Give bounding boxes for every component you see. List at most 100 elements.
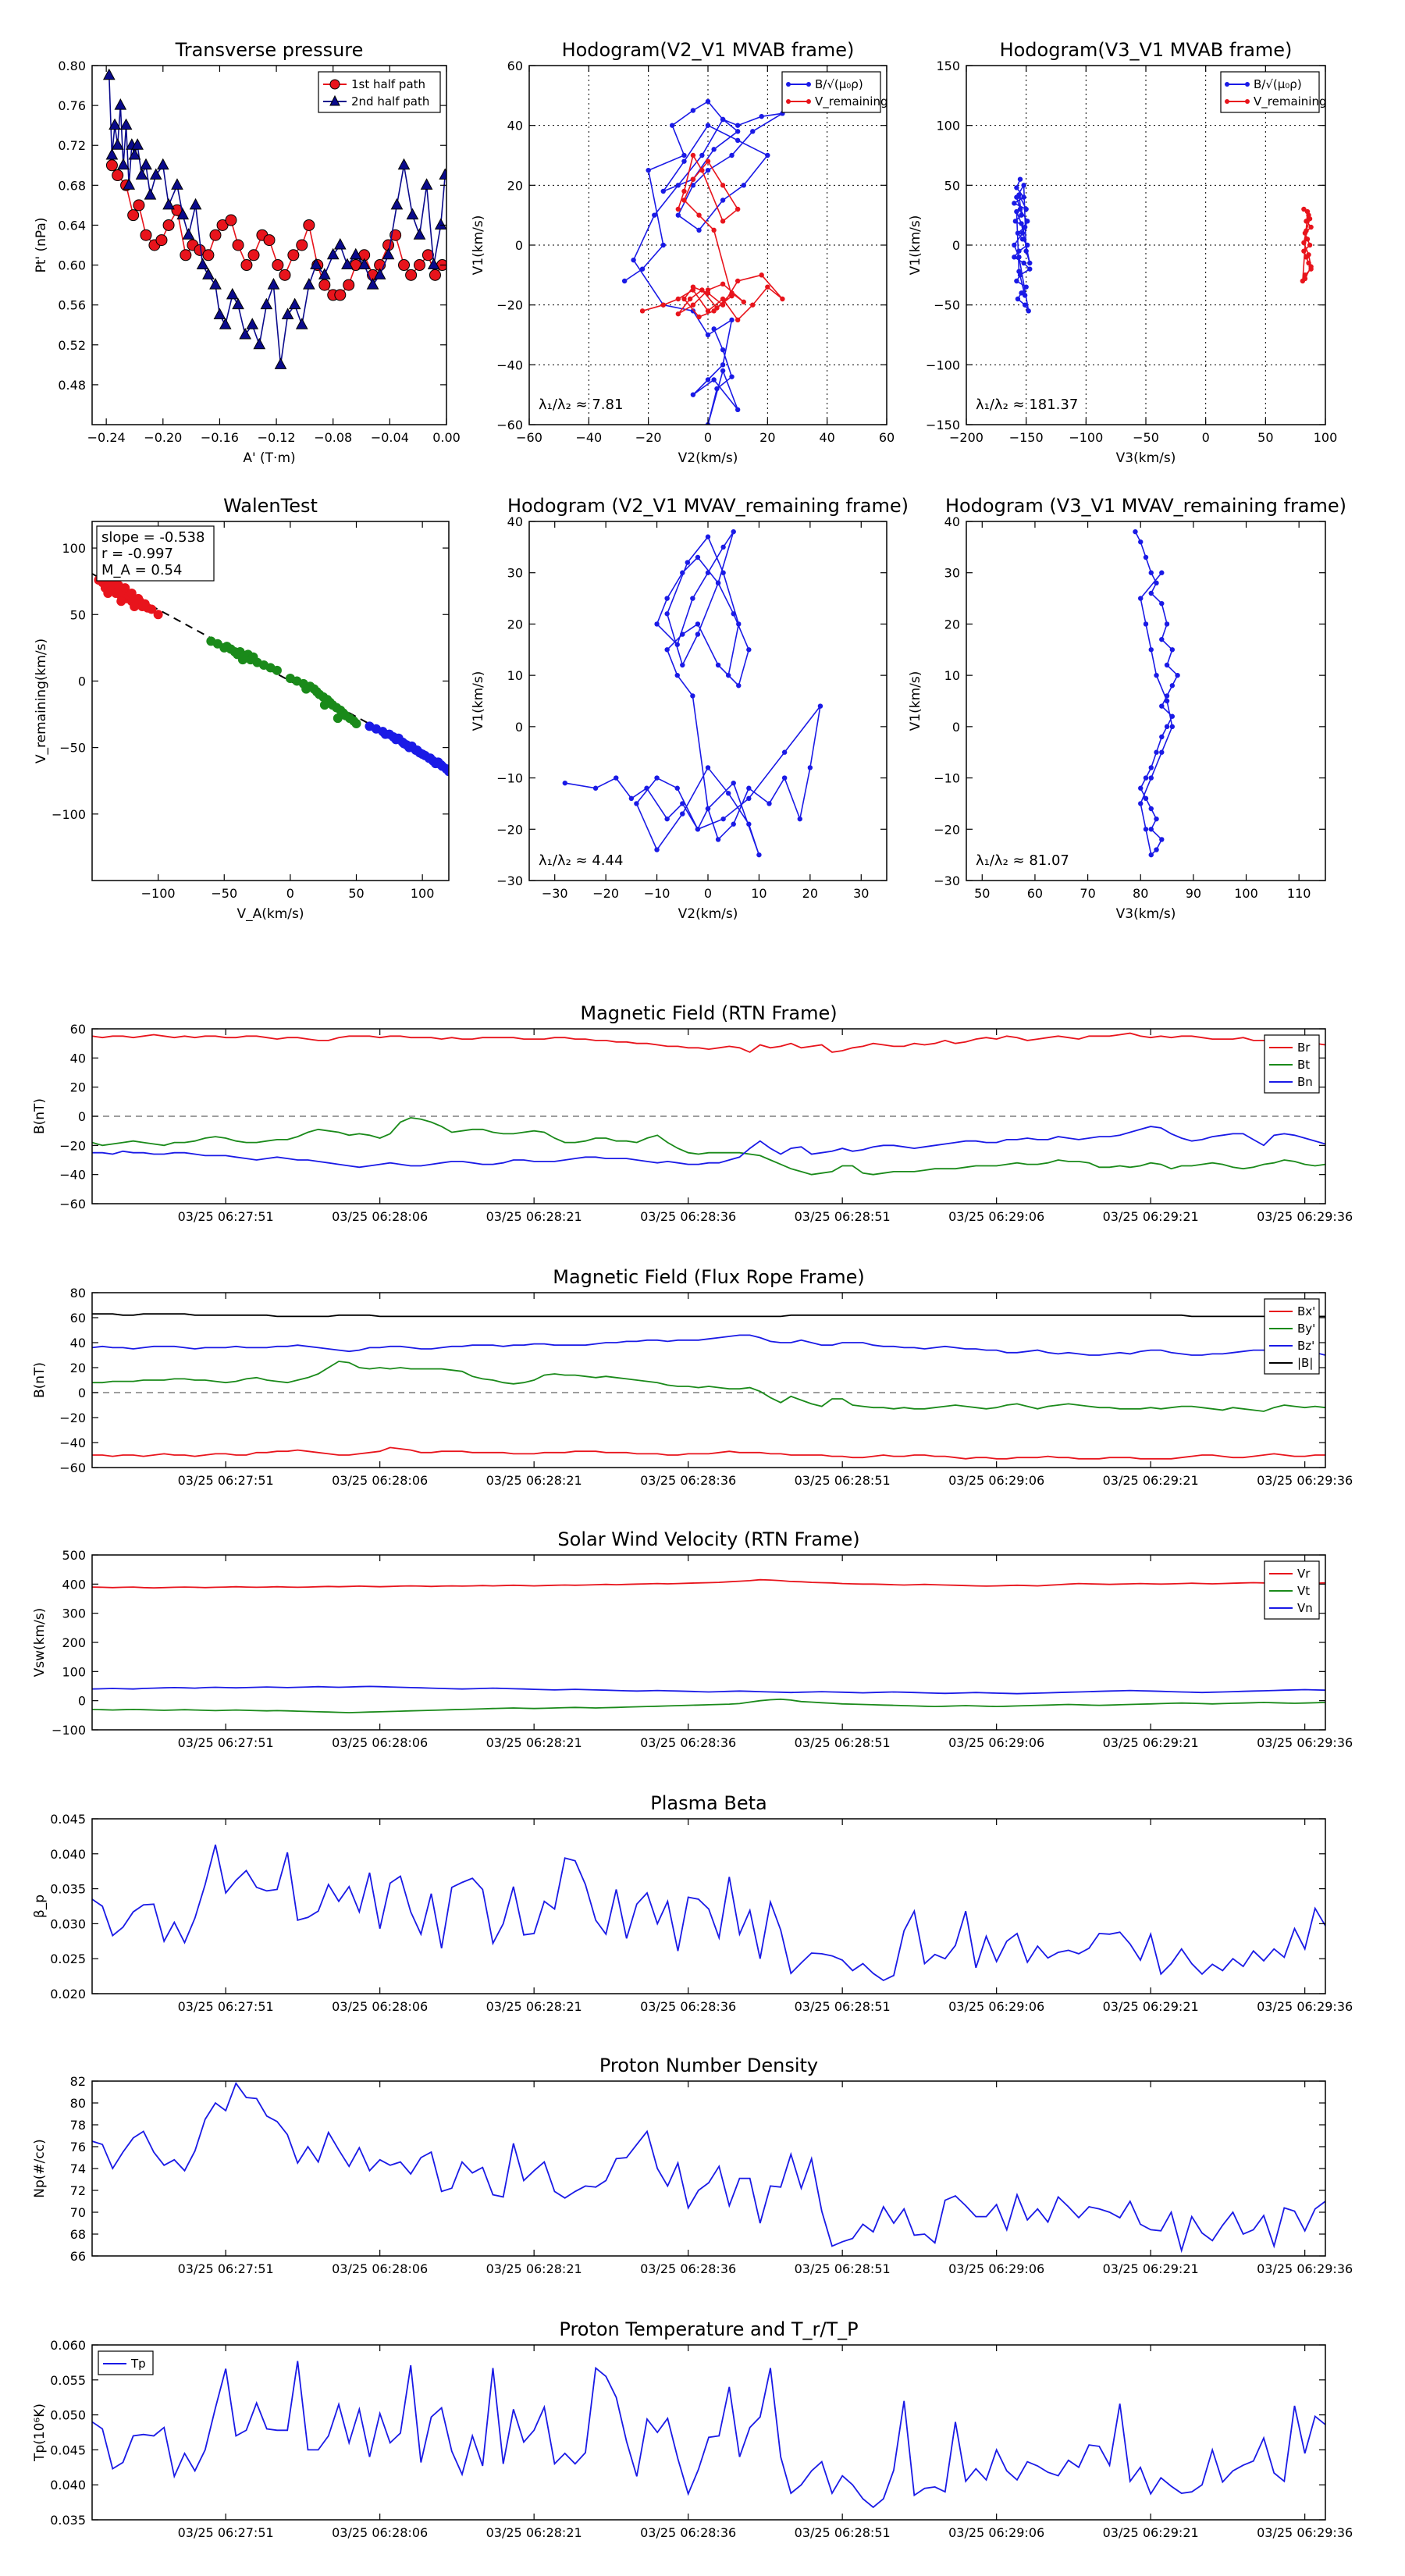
stats-text: M_A = 0.54	[101, 562, 182, 578]
chart-hodogram_v2v1_mvab: −60 −40 −20 0 20 40 60 −60 −40 −20 0 20 40 60 Hodogram…	[471, 39, 895, 466]
legend-label: By'	[1297, 1322, 1315, 1336]
data-point	[1148, 827, 1154, 832]
data-point	[681, 296, 687, 302]
data-point	[720, 368, 726, 374]
series-Vt	[92, 1698, 1325, 1713]
chart-title: Plasma Beta	[650, 1792, 767, 1814]
x-tick-label: 03/25 06:29:21	[1103, 1999, 1199, 2014]
x-tick-label: 03/25 06:28:36	[640, 2261, 736, 2276]
data-point	[654, 775, 660, 781]
data-point	[120, 583, 130, 593]
data-point	[696, 314, 702, 320]
data-point	[1169, 647, 1176, 653]
data-point	[382, 247, 395, 260]
data-point	[1014, 278, 1019, 284]
x-tick-label: 03/25 06:28:21	[486, 1999, 582, 2014]
data-point	[711, 326, 717, 332]
series-line	[108, 75, 446, 365]
y-tick-label: 20	[507, 178, 523, 193]
y-tick-label: 0	[515, 238, 523, 253]
data-point	[731, 780, 736, 786]
data-point	[729, 374, 735, 379]
y-tick-label: 0.050	[50, 2408, 86, 2423]
data-point	[741, 183, 746, 188]
x-tick-label: 20	[802, 886, 818, 901]
chart-hodogram_v3v1_mvab: −200 −150 −100 −50 0 50 100−150−100−5005010015…	[908, 39, 1337, 466]
x-tick-label: 03/25 06:29:36	[1257, 1999, 1353, 2014]
series-line	[92, 2361, 1325, 2509]
series-Br	[92, 1032, 1325, 1053]
data-point	[1143, 827, 1149, 832]
data-point	[267, 278, 280, 290]
y-tick-label: 0	[78, 1694, 86, 1709]
series-V	[1133, 528, 1180, 858]
data-point	[1148, 647, 1154, 653]
legend-marker	[786, 82, 791, 87]
data-point	[119, 118, 133, 130]
data-point	[240, 259, 253, 272]
data-point	[380, 729, 390, 739]
data-point	[756, 852, 762, 858]
data-point	[750, 302, 756, 308]
data-point	[341, 258, 354, 270]
y-tick-label: 50	[70, 607, 86, 622]
x-tick-label: 03/25 06:29:36	[1257, 2525, 1353, 2540]
data-point	[720, 281, 726, 287]
data-point	[628, 795, 635, 802]
data-point	[735, 317, 741, 323]
data-point	[654, 847, 660, 852]
data-point	[263, 234, 276, 247]
y-tick-label: 72	[70, 2183, 86, 2198]
data-point	[1148, 775, 1154, 781]
data-point	[690, 392, 696, 397]
data-point	[105, 148, 119, 160]
data-point	[182, 228, 195, 240]
x-tick-label: 100	[411, 886, 435, 901]
y-tick-label: 30	[944, 566, 960, 581]
y-tick-label: −40	[59, 1436, 86, 1450]
data-point	[333, 237, 347, 250]
legend-marker	[1225, 82, 1229, 87]
data-point	[351, 718, 361, 728]
x-tick-label: 70	[1080, 886, 1095, 901]
data-point	[639, 266, 646, 272]
data-point	[406, 208, 419, 220]
data-point	[1304, 219, 1309, 224]
data-point	[746, 795, 752, 802]
axes-frame	[91, 521, 450, 881]
data-point	[202, 268, 215, 279]
x-tick-label: −0.12	[258, 430, 296, 445]
x-tick-label: −50	[211, 886, 237, 901]
data-point	[253, 337, 266, 350]
data-point	[1159, 636, 1165, 642]
data-point	[287, 249, 300, 262]
data-point	[690, 183, 696, 188]
series-line	[92, 1578, 1325, 1589]
data-point	[664, 596, 670, 601]
data-point	[695, 827, 701, 832]
y-tick-label: −60	[59, 1461, 86, 1475]
y-axis-label: Vsw(km/s)	[32, 1608, 48, 1678]
data-point	[705, 123, 711, 128]
data-point	[318, 279, 331, 291]
data-point	[670, 123, 675, 128]
data-point	[720, 219, 726, 224]
data-point	[429, 269, 441, 281]
data-point	[103, 589, 113, 598]
data-point	[1019, 290, 1024, 296]
data-point	[720, 197, 726, 203]
data-point	[397, 158, 411, 170]
data-point	[1021, 194, 1026, 200]
data-point	[1012, 242, 1017, 248]
x-tick-label: 03/25 06:28:36	[640, 1209, 736, 1224]
data-point	[1012, 254, 1017, 260]
y-tick-label: 60	[70, 1022, 86, 1037]
y-tick-label: −40	[496, 358, 523, 372]
data-point	[1016, 269, 1022, 274]
legend-marker	[806, 99, 811, 104]
data-point	[162, 197, 175, 210]
x-tick-label: 50	[974, 886, 990, 901]
data-point	[714, 386, 720, 392]
data-point	[681, 158, 687, 164]
data-point	[705, 332, 711, 338]
